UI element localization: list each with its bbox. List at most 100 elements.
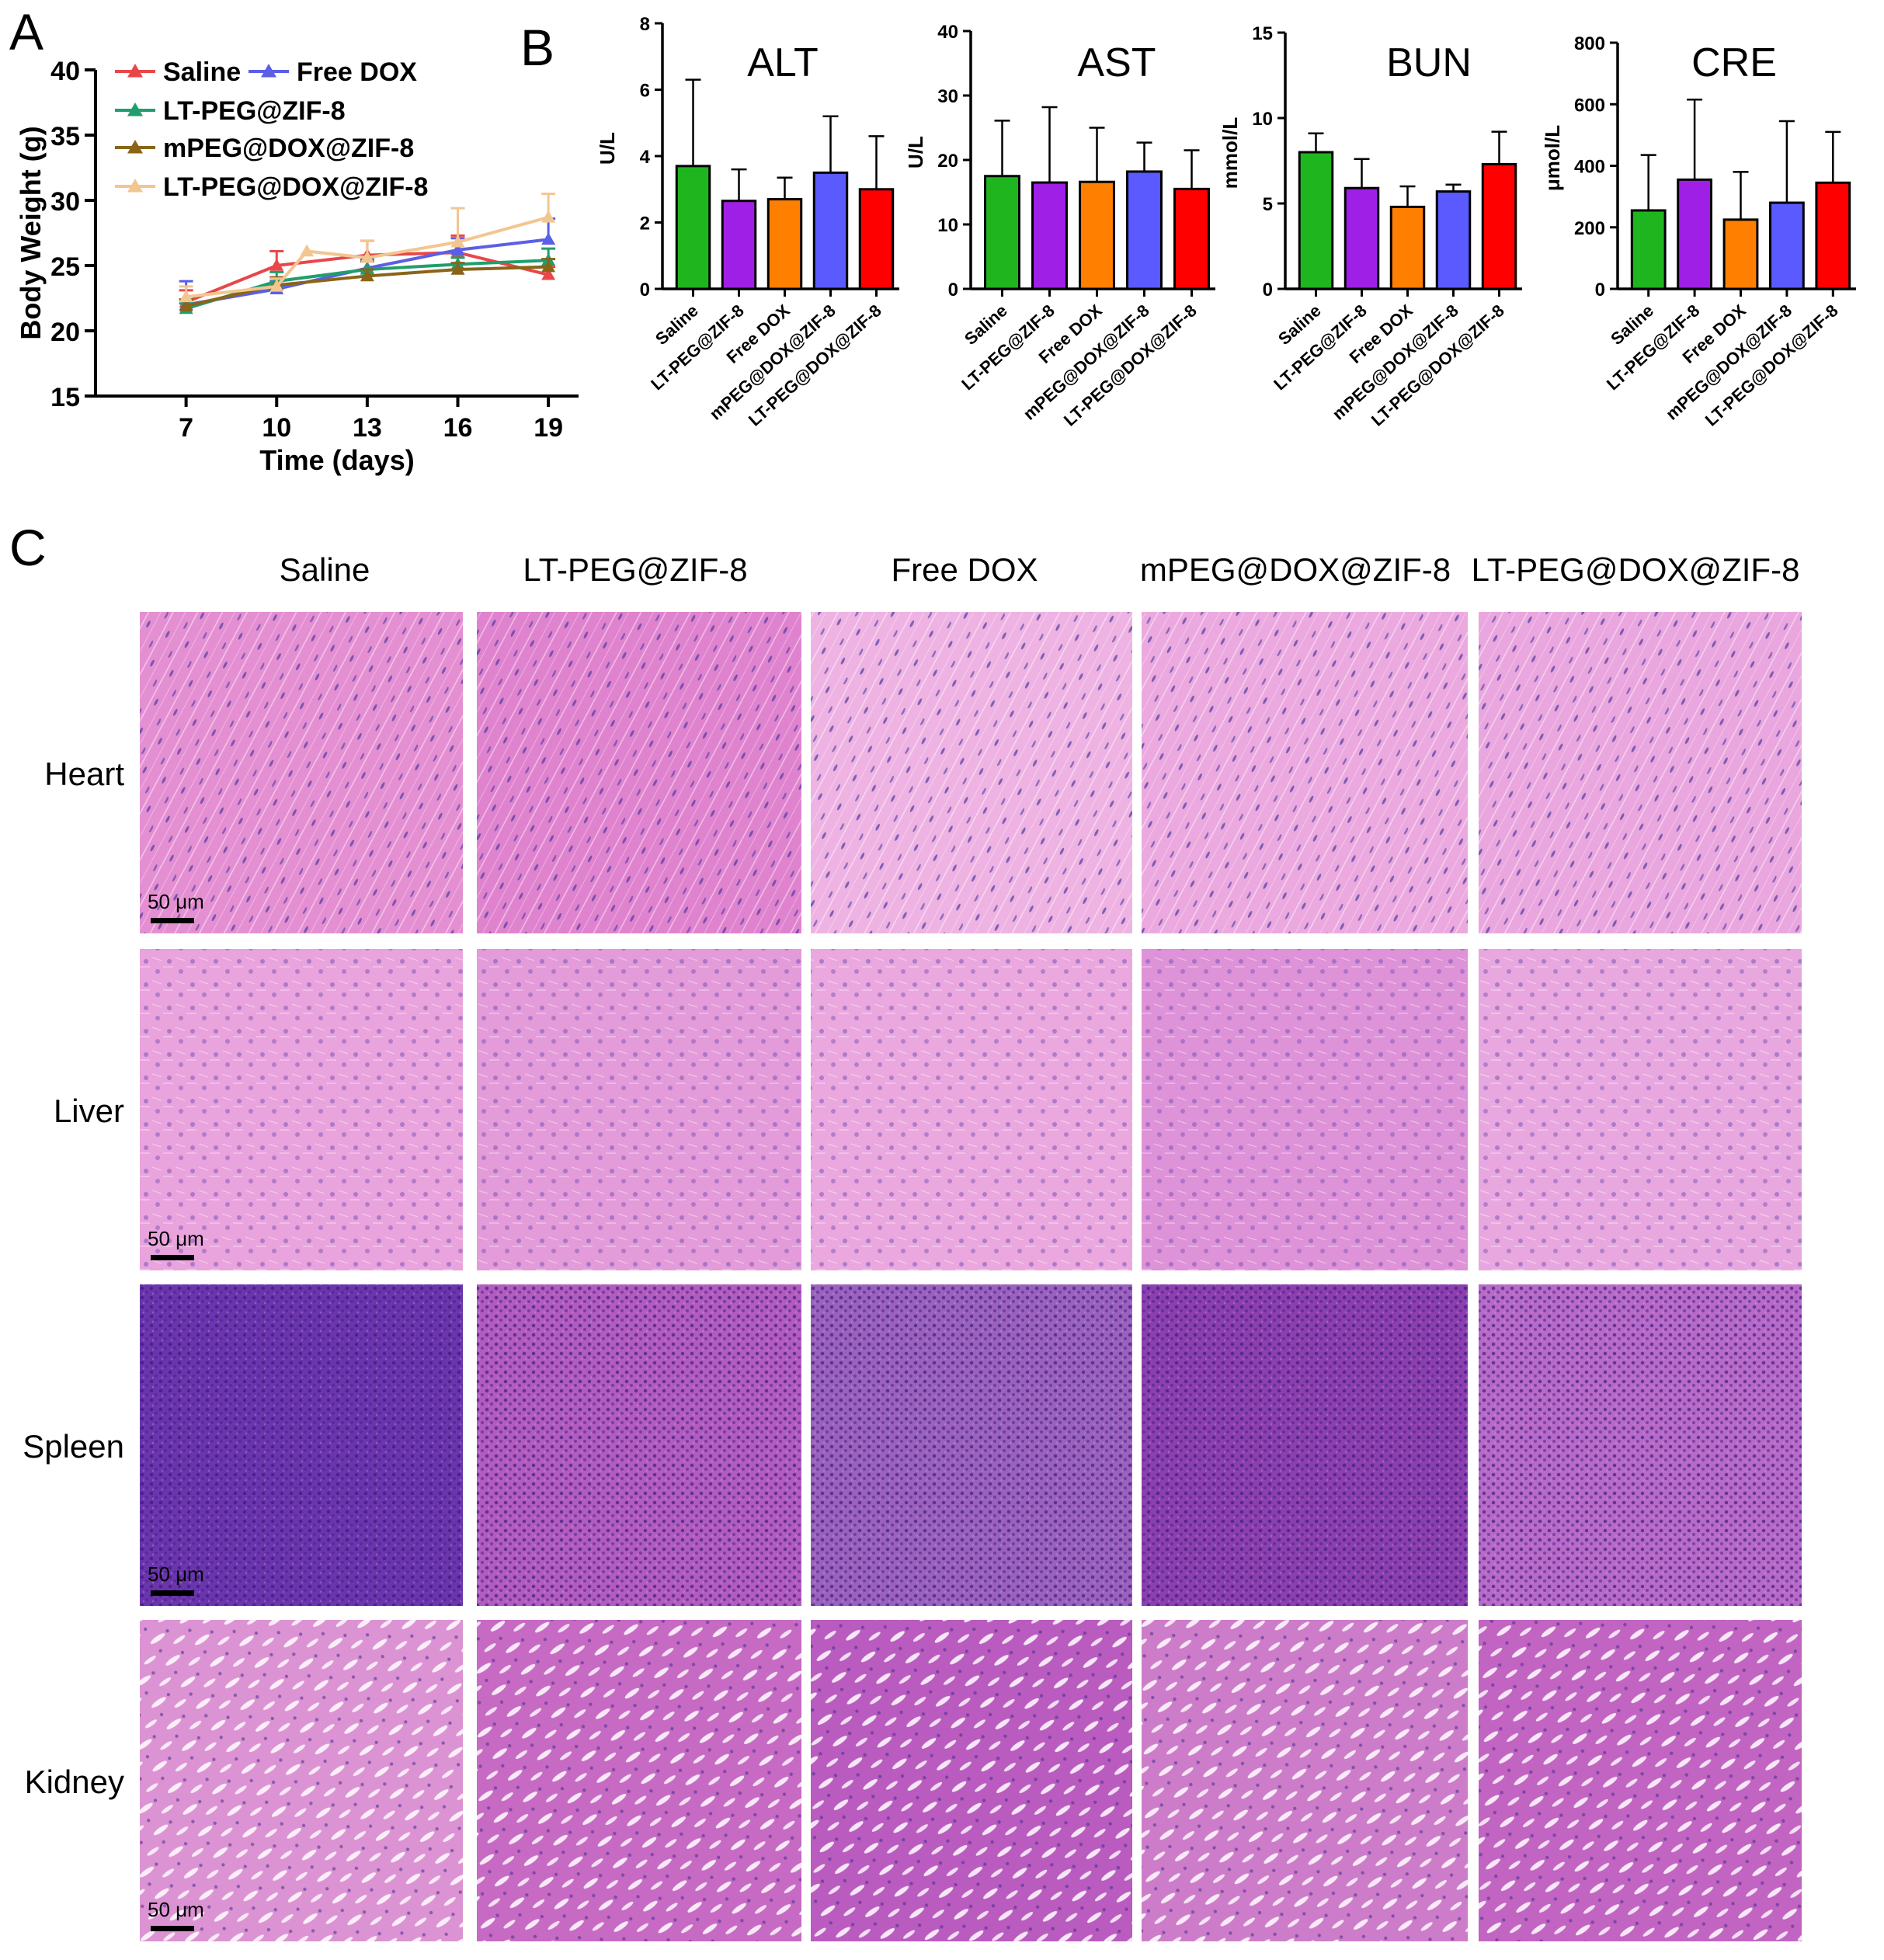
tissue-image-spleen-4: [1142, 1284, 1468, 1606]
bar: [1677, 178, 1712, 290]
bar: [1722, 218, 1759, 290]
scale-bar: 50 μm: [148, 1898, 204, 1931]
y-tick-label: 6: [640, 81, 650, 102]
tissue-image-kidney-4: [1142, 1620, 1468, 1941]
chart-title: AST: [1077, 40, 1156, 85]
x-tick-label: 13: [353, 413, 382, 443]
histology-grid: Saline LT-PEG@ZIF-8 Free DOX mPEG@DOX@ZIF-8…: [23, 551, 1802, 1941]
bar: [1126, 170, 1163, 290]
tissue-image-kidney-5: [1479, 1620, 1802, 1941]
legend-marker: [127, 140, 143, 154]
tissue-image-liver-1: [140, 949, 463, 1270]
data-point: [541, 259, 556, 273]
x-tick-label: 16: [443, 413, 473, 443]
chart-title: BUN: [1386, 40, 1472, 85]
tissue-texture: [477, 1620, 801, 1941]
tissue-image-liver-3: [811, 949, 1132, 1270]
column-header: LT-PEG@ZIF-8: [523, 551, 747, 588]
x-axis-label: Time (days): [259, 444, 414, 476]
tissue-texture: [477, 612, 801, 933]
y-tick-label: 30: [50, 187, 80, 217]
panel-label-a: A: [9, 3, 43, 61]
tissue-image-spleen-3: [811, 1284, 1132, 1606]
tissue-image-heart-2: [477, 612, 801, 933]
data-point: [269, 259, 284, 271]
y-tick-label: 25: [50, 252, 80, 282]
y-tick-label: 10: [937, 215, 958, 236]
legend-marker: [127, 64, 143, 78]
legend-label: mPEG@DOX@ZIF-8: [163, 134, 414, 163]
series-lt-peg-dox-zif-8: [179, 193, 556, 303]
column-header: mPEG@DOX@ZIF-8: [1140, 551, 1451, 588]
tissue-image-spleen-5: [1479, 1284, 1802, 1606]
column-header: LT-PEG@DOX@ZIF-8: [1472, 551, 1800, 588]
bar: [1173, 187, 1210, 290]
y-tick-label: 15: [1252, 23, 1273, 44]
data-point: [450, 235, 465, 248]
tissue-texture: [1142, 612, 1468, 933]
scale-bar: 50 μm: [148, 890, 204, 923]
y-axis-label: U/L: [904, 136, 927, 169]
tissue-texture: [140, 1284, 463, 1606]
bar: [1079, 180, 1115, 290]
y-tick-label: 5: [1263, 194, 1273, 215]
data-point: [360, 250, 374, 263]
bar: [1815, 181, 1851, 290]
bar: [1630, 209, 1667, 290]
tissue-texture: [1479, 949, 1802, 1270]
tissue-texture: [811, 949, 1132, 1270]
bar: [1031, 181, 1068, 290]
tissue-texture: [1142, 1620, 1468, 1941]
x-tick-label: 19: [534, 413, 563, 443]
scale-bar-line: [151, 918, 194, 923]
y-tick-label: 600: [1574, 95, 1605, 116]
tissue-image-liver-5: [1479, 949, 1802, 1270]
data-point: [541, 210, 556, 223]
y-tick-label: 15: [50, 383, 80, 412]
legend-label: LT-PEG@ZIF-8: [163, 96, 346, 126]
bar: [766, 198, 803, 290]
chart-title: CRE: [1691, 40, 1777, 85]
y-tick-label: 8: [640, 14, 650, 35]
data-point: [541, 232, 556, 245]
series-mpeg-dox-zif-8: [179, 258, 556, 311]
y-tick-label: 40: [937, 22, 958, 43]
x-tick-label: 7: [179, 413, 193, 443]
y-tick-label: 4: [640, 147, 651, 168]
y-axis-label: U/L: [596, 132, 619, 165]
y-tick-label: 800: [1574, 33, 1605, 54]
tissue-image-liver-4: [1142, 949, 1468, 1270]
legend-marker: [261, 64, 276, 78]
tissue-texture: [1479, 612, 1802, 933]
tissue-texture: [1142, 949, 1468, 1270]
y-tick-label: 200: [1574, 218, 1605, 239]
bar: [1769, 201, 1805, 290]
y-axis-label: mmol/L: [1218, 117, 1242, 189]
row-label: Heart: [44, 756, 124, 792]
y-tick-label: 0: [640, 280, 650, 301]
data-point: [360, 269, 374, 282]
tissue-texture: [811, 1284, 1132, 1606]
y-axis-label: Body Weight (g): [15, 126, 47, 339]
bar: [1389, 205, 1426, 290]
data-point: [179, 290, 193, 303]
row-label: Spleen: [23, 1428, 124, 1465]
tissue-image-heart-4: [1142, 612, 1468, 933]
tissue-texture: [1142, 1284, 1468, 1606]
scale-bar: 50 μm: [148, 1562, 204, 1596]
scale-bar-label: 50 μm: [148, 1898, 204, 1921]
x-tick-label: 10: [262, 413, 291, 443]
y-tick-label: 400: [1574, 157, 1605, 178]
legend: Saline Free DOX LT-PEG@ZIF-8 mPEG@DOX@ZIF-8…: [115, 57, 428, 202]
tissue-texture: [477, 1284, 801, 1606]
scale-bar-line: [151, 1590, 194, 1596]
tissue-texture: [811, 1620, 1132, 1941]
legend-label: Saline: [163, 57, 241, 87]
tissue-image-heart-1: [140, 612, 463, 933]
y-tick-label: 20: [50, 318, 80, 347]
bar: [984, 175, 1020, 290]
